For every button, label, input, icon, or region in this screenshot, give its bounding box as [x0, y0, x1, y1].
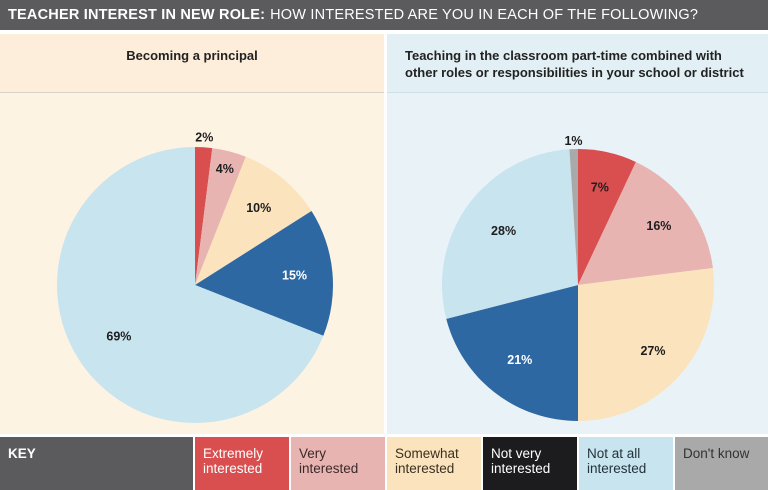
legend-item-5: Don't know [675, 437, 768, 490]
principal-slice-4 [56, 147, 324, 423]
legend-item-3-line-1: interested [491, 461, 551, 476]
teaching-data-label-0: 7% [591, 180, 609, 194]
header-title-rest: HOW INTERESTED ARE YOU IN EACH OF THE FO… [270, 7, 699, 23]
teaching-data-label-5: 1% [564, 134, 582, 148]
legend-item-3-line-0: Not very [491, 446, 542, 461]
principal-slice-0 [195, 147, 213, 285]
teaching-slice-2 [578, 267, 714, 421]
teaching-slice-4 [442, 149, 578, 319]
teaching-data-label-1: 16% [646, 219, 671, 233]
principal-data-label-3: 15% [282, 269, 307, 283]
legend-key: KEY Extremely interested Very interested Som… [0, 437, 768, 490]
legend-item-4-line-1: interested [587, 461, 647, 476]
panel-teaching: Teaching in the classroom part-time comb… [387, 34, 768, 434]
panel-title-teaching-line-1: Teaching in the classroom part-time comb… [405, 48, 722, 63]
panel-principal: Becoming a principal 2% 4% 10% 15% 69% [0, 34, 384, 434]
header-title-bold: TEACHER INTEREST IN NEW ROLE: [8, 7, 266, 23]
principal-slice-1 [195, 148, 246, 285]
panel-title-principal-text: Becoming a principal [126, 48, 258, 63]
legend-item-2-line-0: Somewhat [395, 446, 459, 461]
teaching-slice-1 [578, 161, 713, 285]
panel-title-principal: Becoming a principal [0, 34, 384, 93]
legend-item-0-line-0: Extremely [203, 446, 264, 461]
legend-item-2-line-1: interested [395, 461, 455, 476]
legend-item-1: Very interested [291, 437, 385, 490]
pie-chart-teaching: 7% 16% 27% 21% 28% 1% [442, 134, 714, 421]
legend-item-0: Extremely interested [195, 437, 289, 490]
principal-data-label-4: 69% [106, 330, 131, 344]
legend-item-2: Somewhat interested [387, 437, 481, 490]
principal-slice-3 [195, 211, 333, 336]
principal-data-label-0: 2% [195, 130, 213, 144]
legend-item-1-line-1: interested [299, 461, 359, 476]
panel-title-teaching: Teaching in the classroom part-time comb… [387, 34, 768, 93]
pie-chart-principal: 2% 4% 10% 15% 69% [56, 130, 333, 423]
legend-item-1-line-0: Very [299, 446, 327, 461]
legend-item-0-line-1: interested [203, 461, 263, 476]
panel-title-teaching-line-2: other roles or responsibilities in your … [405, 65, 744, 80]
teaching-data-label-2: 27% [640, 344, 665, 358]
principal-data-label-2: 10% [246, 201, 271, 215]
legend-item-3: Not very interested [483, 437, 577, 490]
teaching-slice-0 [578, 149, 636, 285]
principal-data-label-1: 4% [216, 162, 234, 176]
principal-slice-2 [195, 156, 312, 285]
chart-header: TEACHER INTEREST IN NEW ROLE: HOW INTERE… [0, 0, 768, 30]
teaching-data-label-4: 28% [491, 224, 516, 238]
teaching-data-label-3: 21% [507, 353, 532, 367]
teaching-slice-5 [569, 149, 578, 285]
legend-item-4-line-0: Not at all [587, 446, 641, 461]
legend-key-label: KEY [0, 437, 193, 490]
legend-item-4: Not at all interested [579, 437, 673, 490]
teaching-slice-3 [446, 285, 578, 421]
legend-item-5-line-0: Don't know [683, 446, 750, 461]
